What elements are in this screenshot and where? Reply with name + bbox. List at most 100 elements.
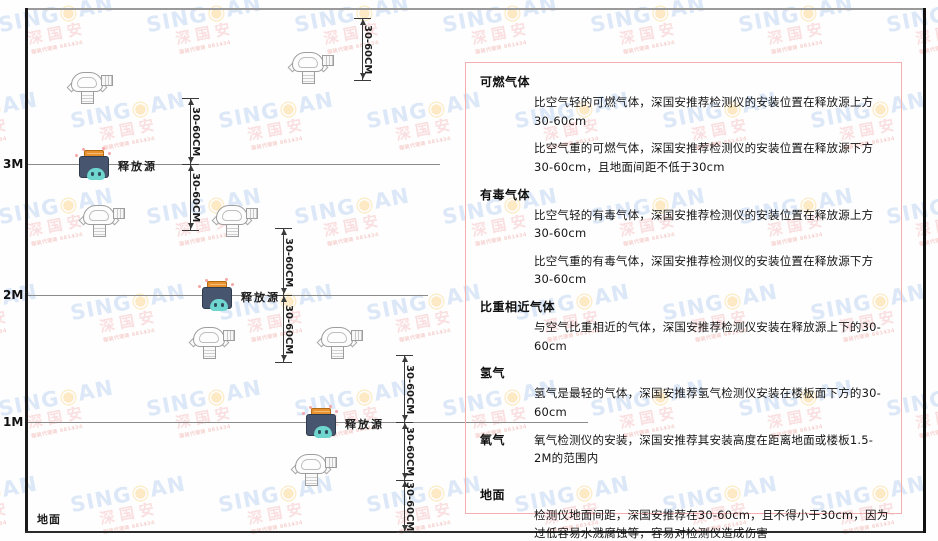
spark-icon [302,412,305,415]
detector-side-module [223,330,235,341]
ground-label: 地面 [37,513,61,526]
dimension-arrow [401,481,408,487]
spark-icon [198,285,201,288]
detector-stem [302,71,315,84]
panel-section-1: 有毒气体 比空气轻的有毒气体，深国安推荐检测仪的安装位置在释放源上方30-60cm… [480,186,889,290]
spark-icon [205,279,208,282]
dimension-tick [275,295,292,296]
detector-5-icon [188,325,236,361]
dimension-arrow [401,415,408,421]
panel-section-0: 可燃气体 比空气轻的可燃气体，深国安推荐检测仪的安装位置在释放源上方30-60cm… [480,73,889,177]
source-1m-icon [302,405,338,438]
dimension-arrow [187,165,194,171]
detector-6-icon [316,325,364,361]
panel-section-paragraph: 氢气是最轻的气体，深国安推荐氢气检测仪安装在楼板面下方的30-60cm [534,386,881,419]
detector-1-icon [66,70,114,106]
dimension-arrow [280,288,287,294]
detector-side-module [246,208,258,219]
dimension-label: 30-60CM [404,427,415,477]
source-eye-right [221,303,224,307]
spark-icon [102,147,105,150]
source-connector [28,422,305,423]
dimension-tick [275,228,292,229]
source-1m-label: 释放源 [345,418,384,431]
dimension-label: 30-60CM [362,25,373,75]
dimension-tick [396,422,413,423]
dimension-line [283,295,284,362]
detector-side-module [322,55,334,66]
detector-stem [305,473,318,486]
detector-side-module [325,457,337,468]
detector-stem [81,91,94,104]
frame-top-border [25,8,926,10]
panel-section-title: 氢气 [480,366,506,381]
spark-icon [231,283,234,286]
source-eye-right [98,172,101,176]
detector-head [292,52,324,72]
detector-head [216,205,248,225]
dimension-arrow [187,223,194,229]
panel-section-paragraph: 检测仪地面间距，深国安推荐在30-60cm，且不得小于30cm，因为过低容易水溅… [534,507,889,541]
dimension-arrow [187,99,194,105]
dimension-label: 30-60CM [404,482,415,532]
dimension-tick [182,164,199,165]
detector-stem [226,224,239,237]
source-face [314,426,332,438]
dimension-label: 30-60CM [404,364,415,414]
panel-section-2: 比重相近气体与空气比重相近的气体，深国安推荐检测仪安装在释放源上下的30-60c… [480,298,889,355]
level-label-2m: 2M [3,288,24,302]
source-3m-label: 释放源 [118,160,157,173]
source-body [306,414,336,438]
source-face [210,299,228,311]
detector-stem [203,346,216,359]
dimension-label: 30-60CM [190,173,201,223]
dimension-arrow [401,525,408,531]
detector-stem [93,224,106,237]
dimension-arrow [359,19,366,25]
dimension-line [190,164,191,230]
dimension-tick [354,80,371,81]
detector-head [193,327,225,347]
panel-spacer [480,477,889,486]
source-face [87,168,105,180]
frame-right-border [923,8,926,533]
level-label-3m: 3M [3,157,24,171]
panel-section-title: 比重相近气体 [480,300,556,314]
detector-side-module [101,75,113,86]
source-eye-left [318,430,321,434]
detector-3-icon [78,203,126,239]
panel-section-title: 地面 [480,487,506,502]
detector-4-icon [211,203,259,239]
dimension-label: 30-60CM [190,107,201,157]
source-eye-left [214,303,217,307]
detector-side-module [351,330,363,341]
spark-icon [108,152,111,155]
detector-head [83,205,115,225]
gas-installation-info-panel: 可燃气体 比空气轻的可燃气体，深国安推荐检测仪的安装位置在释放源上方30-60cm… [465,62,902,540]
detector-side-module [113,208,125,219]
dimension-arrow [401,356,408,362]
source-2m-label: 释放源 [241,291,280,304]
source-connector [28,164,78,165]
level-label-1m: 1M [3,415,24,429]
detector-7-icon [290,452,338,488]
spark-icon [225,278,228,281]
panel-section-5: 地面检测仪地面间距，深国安推荐在30-60cm，且不得小于30cm，因为过低容易… [480,486,889,541]
panel-section-paragraph: 与空气比重相近的气体，深国安推荐检测仪安装在释放源上下的30-60cm [534,320,881,353]
source-eye-left [91,172,94,176]
spark-icon [329,405,332,408]
panel-section-paragraph: 比空气重的可燃气体，深国安推荐检测仪的安装位置在释放源下方30-60cm，且地面… [534,141,874,174]
dimension-line [404,480,405,532]
level-line-3m [28,164,440,165]
dimension-label: 30-60CM [283,237,294,287]
source-eye-right [325,430,328,434]
detector-2-icon [287,50,335,86]
source-body [202,287,232,311]
dimension-label: 30-60CM [283,304,294,354]
frame-bottom-border [25,531,926,533]
spark-icon [75,154,78,157]
dimension-line [283,228,284,295]
dimension-tick [354,18,371,19]
